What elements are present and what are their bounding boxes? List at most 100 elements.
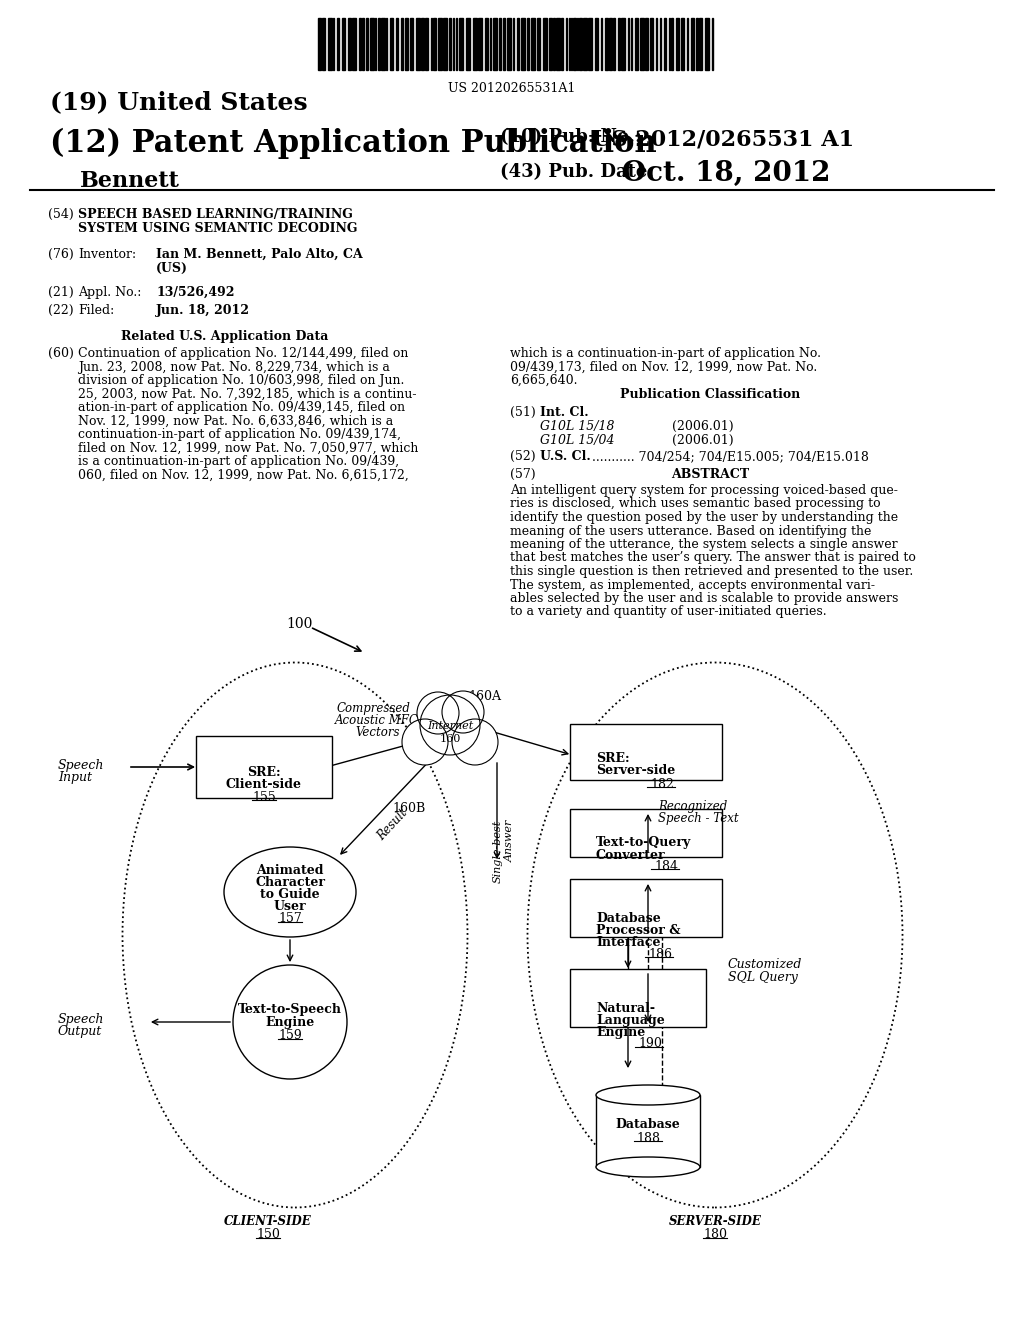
Text: US 2012/0265531 A1: US 2012/0265531 A1 — [592, 128, 854, 150]
Bar — [328, 18, 332, 70]
Text: CLIENT-SIDE: CLIENT-SIDE — [224, 1214, 312, 1228]
Bar — [493, 18, 497, 70]
Bar — [605, 18, 608, 70]
Bar — [507, 18, 511, 70]
Text: Interface: Interface — [596, 936, 660, 949]
Bar — [499, 18, 501, 70]
Bar — [425, 18, 428, 70]
Text: (21): (21) — [48, 286, 74, 300]
Text: this single question is then retrieved and presented to the user.: this single question is then retrieved a… — [510, 565, 913, 578]
Bar — [596, 1096, 700, 1167]
Text: that best matches the user’s query. The answer that is paired to: that best matches the user’s query. The … — [510, 552, 915, 565]
Text: (2006.01): (2006.01) — [672, 420, 733, 433]
Bar — [517, 18, 519, 70]
Bar — [579, 18, 582, 70]
Bar — [645, 18, 648, 70]
Text: filed on Nov. 12, 1999, now Pat. No. 7,050,977, which: filed on Nov. 12, 1999, now Pat. No. 7,0… — [78, 441, 419, 454]
Text: (43) Pub. Date:: (43) Pub. Date: — [500, 162, 654, 181]
Text: Recognized: Recognized — [658, 800, 727, 813]
Text: Internet: Internet — [427, 721, 473, 731]
Bar — [609, 18, 612, 70]
Text: which is a continuation-in-part of application No.: which is a continuation-in-part of appli… — [510, 347, 821, 360]
Text: Output: Output — [58, 1026, 102, 1038]
Text: An intelligent query system for processing voiced-based que-: An intelligent query system for processi… — [510, 484, 898, 498]
Text: Compressed: Compressed — [337, 702, 411, 715]
Bar — [406, 18, 408, 70]
Text: (51): (51) — [510, 407, 536, 418]
Text: Result: Result — [375, 807, 411, 842]
Text: to Guide: to Guide — [260, 888, 319, 902]
Text: User: User — [273, 900, 306, 913]
Bar — [671, 18, 673, 70]
Text: 159: 159 — [279, 1030, 302, 1041]
Bar — [378, 18, 380, 70]
Bar — [348, 18, 351, 70]
Text: 6,665,640.: 6,665,640. — [510, 374, 578, 387]
Text: ........... 704/254; 704/E15.005; 704/E15.018: ........... 704/254; 704/E15.005; 704/E1… — [592, 450, 869, 463]
Bar — [421, 18, 424, 70]
Text: Input: Input — [58, 771, 92, 784]
Text: Text-to-Speech: Text-to-Speech — [238, 1003, 342, 1016]
Text: (22): (22) — [48, 304, 74, 317]
Text: Oct. 18, 2012: Oct. 18, 2012 — [622, 160, 830, 187]
Text: 155: 155 — [252, 791, 275, 804]
Text: (US): (US) — [156, 261, 188, 275]
Bar — [352, 18, 356, 70]
Bar — [676, 18, 679, 70]
Text: Answer: Answer — [505, 820, 515, 862]
Text: 186: 186 — [648, 948, 672, 961]
Bar — [401, 18, 403, 70]
Bar — [553, 18, 555, 70]
Bar — [459, 18, 463, 70]
Text: Int. Cl.: Int. Cl. — [540, 407, 589, 418]
Text: identify the question posed by the user by understanding the: identify the question posed by the user … — [510, 511, 898, 524]
Bar — [699, 18, 702, 70]
Bar — [543, 18, 547, 70]
Bar — [531, 18, 535, 70]
Bar — [588, 18, 592, 70]
Text: Customized: Customized — [728, 958, 803, 972]
Text: Animated: Animated — [256, 865, 324, 876]
Text: 184: 184 — [654, 861, 678, 873]
Text: (60): (60) — [48, 347, 74, 360]
Text: SERVER-SIDE: SERVER-SIDE — [669, 1214, 762, 1228]
Circle shape — [442, 690, 484, 733]
Text: Vectors: Vectors — [355, 726, 399, 739]
FancyBboxPatch shape — [570, 879, 722, 937]
Text: Engine: Engine — [265, 1016, 314, 1030]
Text: 190: 190 — [638, 1038, 662, 1049]
Text: Language: Language — [596, 1014, 665, 1027]
Text: Server-side: Server-side — [596, 764, 675, 777]
Text: 13/526,492: 13/526,492 — [156, 286, 234, 300]
Text: Filed:: Filed: — [78, 304, 115, 317]
Bar — [696, 18, 698, 70]
Bar — [485, 18, 488, 70]
Text: Continuation of application No. 12/144,499, filed on: Continuation of application No. 12/144,4… — [78, 347, 409, 360]
Ellipse shape — [596, 1158, 700, 1177]
Text: to a variety and quantity of user-initiated queries.: to a variety and quantity of user-initia… — [510, 606, 826, 619]
Bar — [618, 18, 620, 70]
Ellipse shape — [224, 847, 356, 937]
Text: 182: 182 — [650, 777, 674, 791]
Bar — [370, 18, 374, 70]
Text: SPEECH BASED LEARNING/TRAINING: SPEECH BASED LEARNING/TRAINING — [78, 209, 353, 220]
Bar — [573, 18, 575, 70]
Text: SRE:: SRE: — [596, 752, 630, 766]
Text: 160A: 160A — [468, 690, 501, 704]
Text: ables selected by the user and is scalable to provide answers: ables selected by the user and is scalab… — [510, 591, 898, 605]
Text: 060, filed on Nov. 12, 1999, now Pat. No. 6,615,172,: 060, filed on Nov. 12, 1999, now Pat. No… — [78, 469, 409, 482]
Text: Bennett: Bennett — [80, 170, 180, 191]
Bar — [433, 18, 436, 70]
Text: U.S. Cl.: U.S. Cl. — [540, 450, 591, 463]
Bar — [396, 18, 398, 70]
Circle shape — [452, 719, 498, 766]
Bar — [466, 18, 470, 70]
FancyBboxPatch shape — [570, 723, 722, 780]
Text: Related U.S. Application Data: Related U.S. Application Data — [121, 330, 329, 343]
Text: Character: Character — [255, 876, 325, 888]
Text: G10L 15/04: G10L 15/04 — [540, 434, 614, 447]
Bar — [390, 18, 393, 70]
Bar — [381, 18, 385, 70]
Bar — [664, 18, 666, 70]
Text: ABSTRACT: ABSTRACT — [671, 469, 750, 480]
